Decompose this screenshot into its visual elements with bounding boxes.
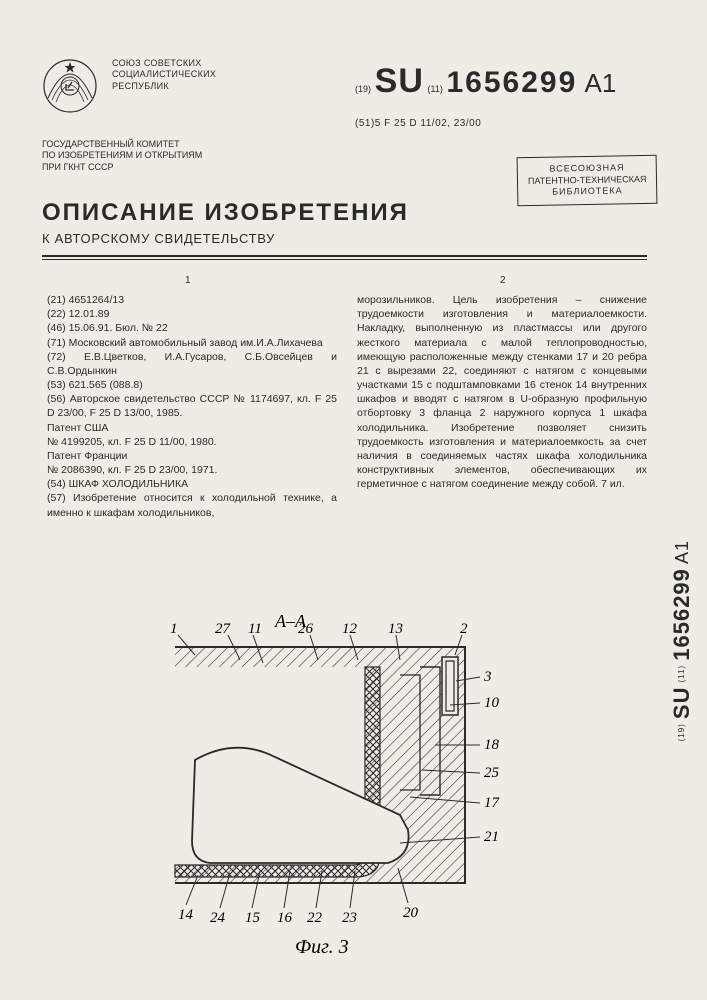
state-emblem bbox=[42, 58, 98, 119]
side-code11: (11) bbox=[677, 665, 686, 683]
svg-text:20: 20 bbox=[403, 905, 419, 921]
svg-text:10: 10 bbox=[484, 695, 500, 711]
abstract-column-right: морозильников. Цель изобретения – снижен… bbox=[357, 293, 647, 491]
column-number-1: 1 bbox=[185, 275, 191, 286]
column-number-2: 2 bbox=[500, 275, 506, 286]
svg-text:12: 12 bbox=[342, 621, 358, 637]
svg-text:16: 16 bbox=[277, 910, 293, 926]
svg-text:25: 25 bbox=[484, 765, 500, 781]
side-number: 1656299 bbox=[669, 568, 694, 661]
divider-thin bbox=[42, 259, 647, 260]
svg-text:22: 22 bbox=[307, 910, 323, 926]
svg-text:15: 15 bbox=[245, 910, 261, 926]
side-patent-code: (19) SU (11) 1656299 A1 bbox=[669, 540, 695, 741]
svg-text:17: 17 bbox=[484, 795, 501, 811]
svg-text:26: 26 bbox=[298, 621, 314, 637]
ipc-classification: (51)5 F 25 D 11/02, 23/00 bbox=[355, 118, 481, 129]
kind-code: A1 bbox=[585, 68, 617, 98]
side-a1: A1 bbox=[672, 540, 692, 564]
authority-label: ГОСУДАРСТВЕННЫЙ КОМИТЕТ ПО ИЗОБРЕТЕНИЯМ … bbox=[42, 139, 202, 173]
side-su: SU bbox=[669, 687, 694, 720]
svg-text:11: 11 bbox=[248, 621, 262, 637]
library-stamp: ВСЕСОЮЗНАЯ ПАТЕНТНО-ТЕХНИЧЕСКАЯ БИБЛИОТЕ… bbox=[516, 155, 657, 207]
svg-text:21: 21 bbox=[484, 829, 499, 845]
svg-text:27: 27 bbox=[215, 621, 232, 637]
code-11: (11) bbox=[428, 84, 443, 94]
doc-subtitle: К АВТОРСКОМУ СВИДЕТЕЛЬСТВУ bbox=[42, 231, 275, 246]
figure-caption: Фиг. 3 bbox=[295, 936, 349, 958]
patent-number: 1656299 bbox=[446, 66, 577, 99]
code-19: (19) bbox=[355, 84, 371, 94]
country-code: SU bbox=[375, 62, 424, 100]
svg-text:18: 18 bbox=[484, 737, 500, 753]
svg-text:24: 24 bbox=[210, 910, 226, 926]
svg-text:3: 3 bbox=[483, 669, 492, 685]
svg-text:23: 23 bbox=[342, 910, 357, 926]
svg-text:1: 1 bbox=[170, 621, 178, 637]
svg-text:14: 14 bbox=[178, 907, 194, 923]
side-code19: (19) bbox=[677, 723, 686, 741]
biblio-column-left: (21) 4651264/13 (22) 12.01.89 (46) 15.06… bbox=[47, 293, 337, 520]
doc-title: ОПИСАНИЕ ИЗОБРЕТЕНИЯ bbox=[42, 199, 409, 227]
divider-thick bbox=[42, 255, 647, 257]
svg-text:13: 13 bbox=[388, 621, 403, 637]
patent-header-code: (19) SU (11) 1656299 A1 bbox=[355, 62, 616, 101]
svg-text:2: 2 bbox=[460, 621, 468, 637]
stamp-line-3: БИБЛИОТЕКА bbox=[528, 185, 647, 199]
union-label: СОЮЗ СОВЕТСКИХ СОЦИАЛИСТИЧЕСКИХ РЕСПУБЛИ… bbox=[112, 58, 216, 92]
figure-3: А–А 1 27 11 26 12 13 2 bbox=[100, 605, 540, 965]
